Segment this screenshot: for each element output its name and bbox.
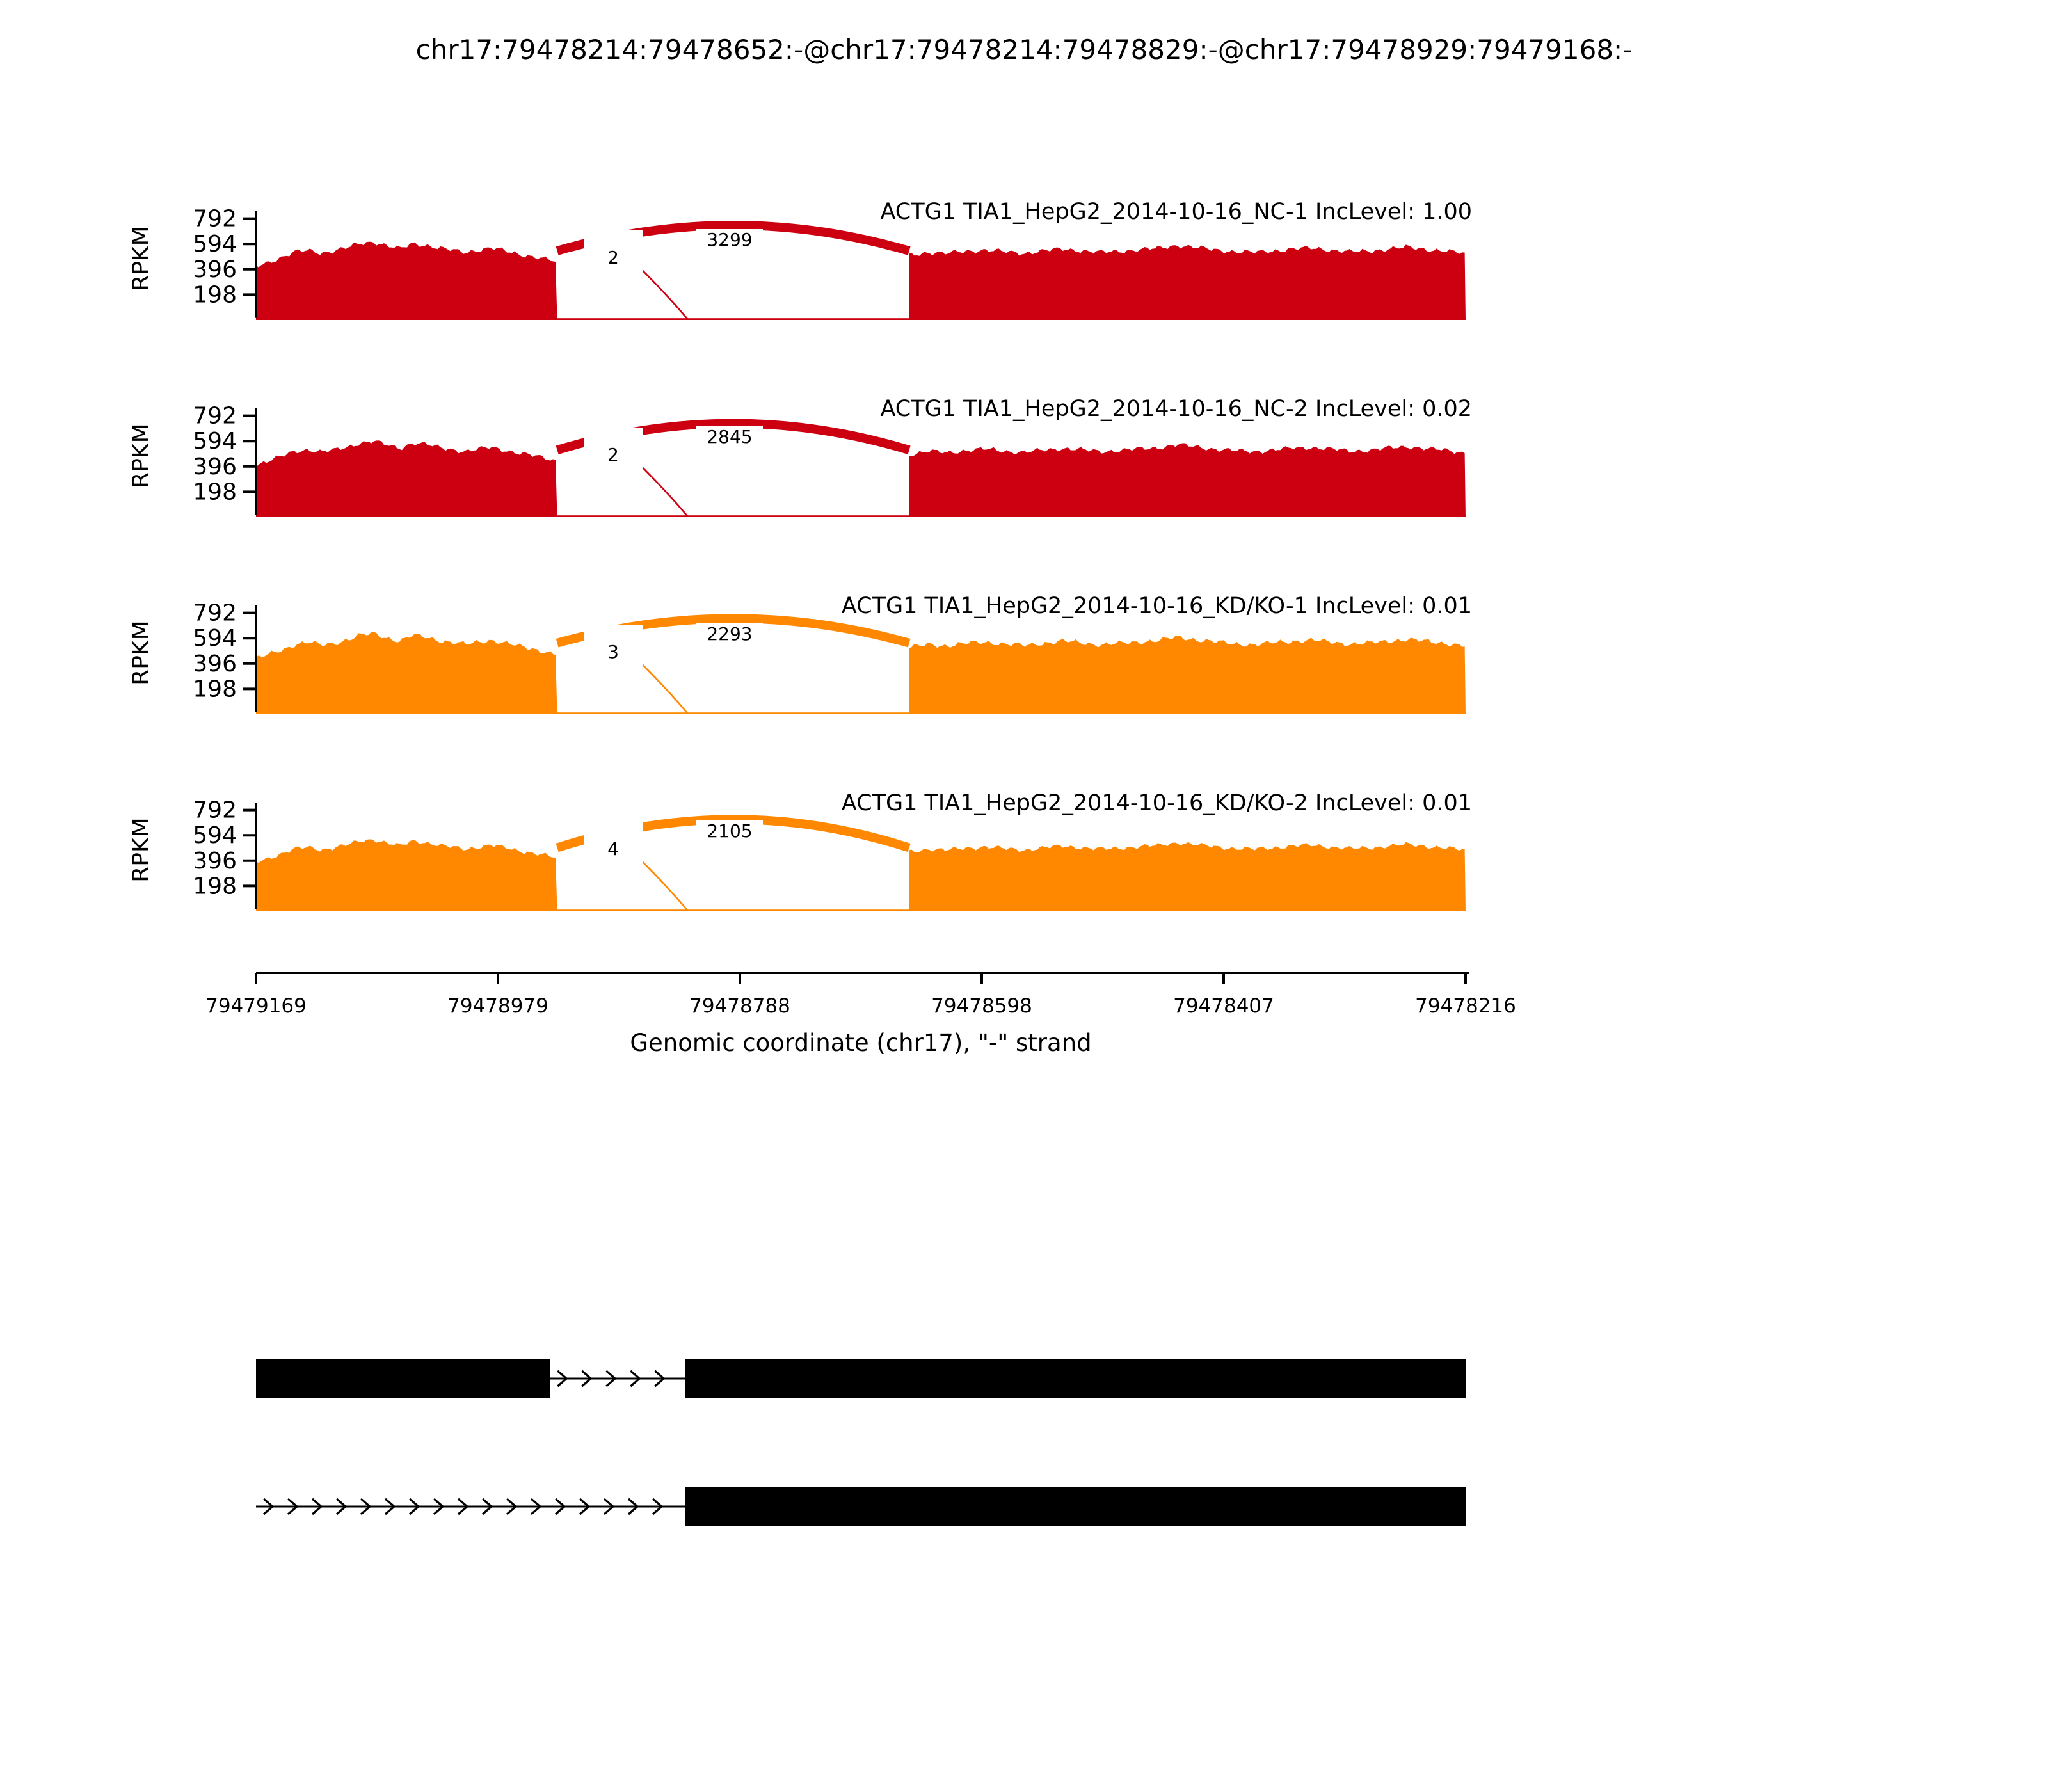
x-tick-label: 79478216 (1415, 995, 1516, 1018)
y-tick-label-track-2: 396 (193, 454, 237, 480)
y-tick-label-track-1: 792 (193, 206, 237, 232)
intron-baseline-coverage-track-3 (557, 712, 909, 714)
x-tick-label: 79479169 (205, 995, 307, 1018)
strand-arrow-icon (581, 1370, 593, 1388)
strand-arrow-icon (605, 1370, 617, 1388)
strand-arrow-icon (654, 1370, 666, 1388)
major-junction-count-track-1: 3299 (707, 229, 752, 250)
coverage-right-exon-track-4 (909, 842, 1466, 911)
skipping-isoform-exon (685, 1487, 1466, 1526)
strand-arrow-icon (287, 1498, 299, 1516)
strand-arrow-icon (457, 1498, 469, 1516)
intron-baseline-coverage-track-2 (557, 515, 909, 517)
strand-arrow-icon (433, 1498, 445, 1516)
y-tick-label-track-2: 792 (193, 403, 237, 429)
coverage-left-exon-track-3 (256, 632, 557, 714)
major-count-box-track-1 (696, 229, 763, 250)
strand-arrow-icon (603, 1498, 615, 1516)
track-label-track-3: ACTG1 TIA1_HepG2_2014-10-16_KD/KO-1 IncL… (842, 593, 1472, 619)
strand-arrow-icon (630, 1370, 641, 1388)
y-tick-label-track-4: 198 (193, 873, 237, 899)
track-label-track-2: ACTG1 TIA1_HepG2_2014-10-16_NC-2 IncLeve… (880, 396, 1472, 422)
strand-arrow-icon (360, 1498, 372, 1516)
strand-arrow-icon (335, 1498, 348, 1516)
minor-count-box-track-4 (584, 822, 643, 868)
strand-arrow-icon (627, 1498, 639, 1516)
major-count-box-track-3 (696, 623, 763, 644)
major-junction-count-track-2: 2845 (707, 426, 752, 447)
y-tick-label-track-3: 198 (193, 676, 237, 702)
major-count-box-track-4 (696, 820, 763, 841)
minor-count-box-track-1 (584, 230, 643, 276)
major-count-box-track-2 (696, 426, 763, 447)
y-tick-label-track-4: 792 (193, 797, 237, 824)
strand-arrow-icon (530, 1498, 542, 1516)
minor-count-box-track-2 (584, 428, 643, 474)
y-tick-label-track-2: 594 (193, 428, 237, 454)
minor-junction-arc-track-1 (636, 264, 689, 321)
x-axis-title: Genomic coordinate (chr17), "-" strand (630, 1029, 1091, 1057)
coverage-left-exon-track-1 (256, 241, 557, 320)
y-tick-label-track-1: 198 (193, 282, 237, 308)
y-tick-label-track-4: 594 (193, 822, 237, 849)
minor-count-box-track-3 (584, 625, 643, 671)
coverage-left-exon-track-2 (256, 440, 557, 517)
coverage-left-exon-track-4 (256, 839, 557, 911)
inclusion-isoform-exon (685, 1359, 1466, 1398)
coverage-right-exon-track-2 (909, 443, 1466, 517)
coverage-right-exon-track-1 (909, 244, 1466, 320)
x-tick-label: 79478598 (931, 995, 1032, 1018)
intron-baseline-coverage-track-1 (557, 318, 909, 320)
x-tick-label: 79478407 (1173, 995, 1274, 1018)
strand-arrow-icon (554, 1498, 566, 1516)
x-tick-label: 79478979 (447, 995, 548, 1018)
minor-junction-count-track-2: 2 (607, 444, 619, 465)
coverage-right-exon-track-3 (909, 636, 1466, 714)
figure-title: chr17:79478214:79478652:-@chr17:79478214… (415, 35, 1633, 65)
strand-arrow-icon (262, 1498, 275, 1516)
x-tick-label: 79478788 (689, 995, 790, 1018)
major-junction-count-track-4: 2105 (707, 820, 752, 842)
y-axis-title-track-1: RPKM (128, 226, 154, 291)
minor-junction-count-track-4: 4 (607, 838, 619, 860)
minor-junction-arc-track-2 (636, 461, 689, 518)
strand-arrow-icon (579, 1498, 591, 1516)
minor-junction-arc-track-3 (636, 659, 689, 715)
strand-arrow-icon (408, 1498, 420, 1516)
y-axis-title-track-2: RPKM (128, 423, 154, 488)
intron-baseline-coverage-track-4 (557, 909, 909, 911)
strand-arrow-icon (557, 1370, 568, 1388)
strand-arrow-icon (311, 1498, 323, 1516)
track-label-track-1: ACTG1 TIA1_HepG2_2014-10-16_NC-1 IncLeve… (880, 199, 1472, 225)
minor-junction-count-track-3: 3 (607, 641, 619, 662)
y-tick-label-track-3: 792 (193, 600, 237, 627)
y-tick-label-track-3: 396 (193, 651, 237, 677)
track-label-track-4: ACTG1 TIA1_HepG2_2014-10-16_KD/KO-2 IncL… (842, 790, 1472, 816)
strand-arrow-icon (481, 1498, 493, 1516)
strand-arrow-icon (384, 1498, 396, 1516)
y-axis-title-track-4: RPKM (128, 817, 154, 882)
y-tick-label-track-2: 198 (193, 479, 237, 505)
y-axis-title-track-3: RPKM (128, 620, 154, 685)
inclusion-isoform-exon (256, 1359, 550, 1398)
minor-junction-count-track-1: 2 (607, 247, 619, 268)
y-tick-label-track-4: 396 (193, 848, 237, 874)
y-tick-label-track-3: 594 (193, 625, 237, 652)
strand-arrow-icon (652, 1498, 664, 1516)
major-junction-count-track-3: 2293 (707, 623, 752, 644)
minor-junction-arc-track-4 (636, 856, 689, 912)
y-tick-label-track-1: 396 (193, 257, 237, 283)
strand-arrow-icon (506, 1498, 518, 1516)
y-tick-label-track-1: 594 (193, 231, 237, 257)
